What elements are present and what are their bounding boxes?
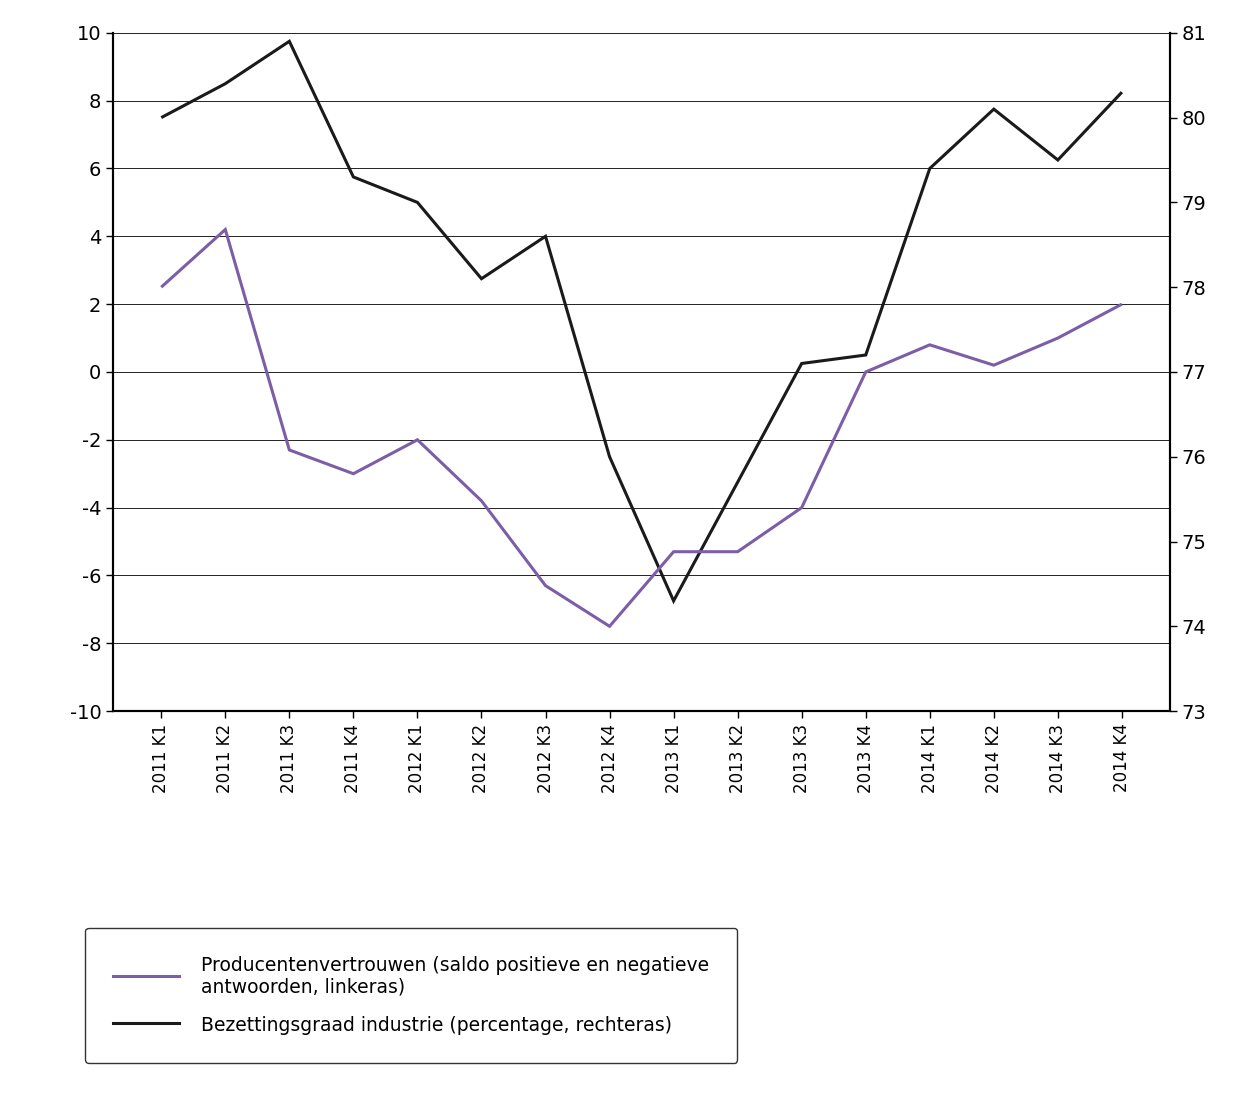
Legend: Producentenvertrouwen (saldo positieve en negatieve
antwoorden, linkeras), Bezet: Producentenvertrouwen (saldo positieve e… xyxy=(84,928,737,1062)
